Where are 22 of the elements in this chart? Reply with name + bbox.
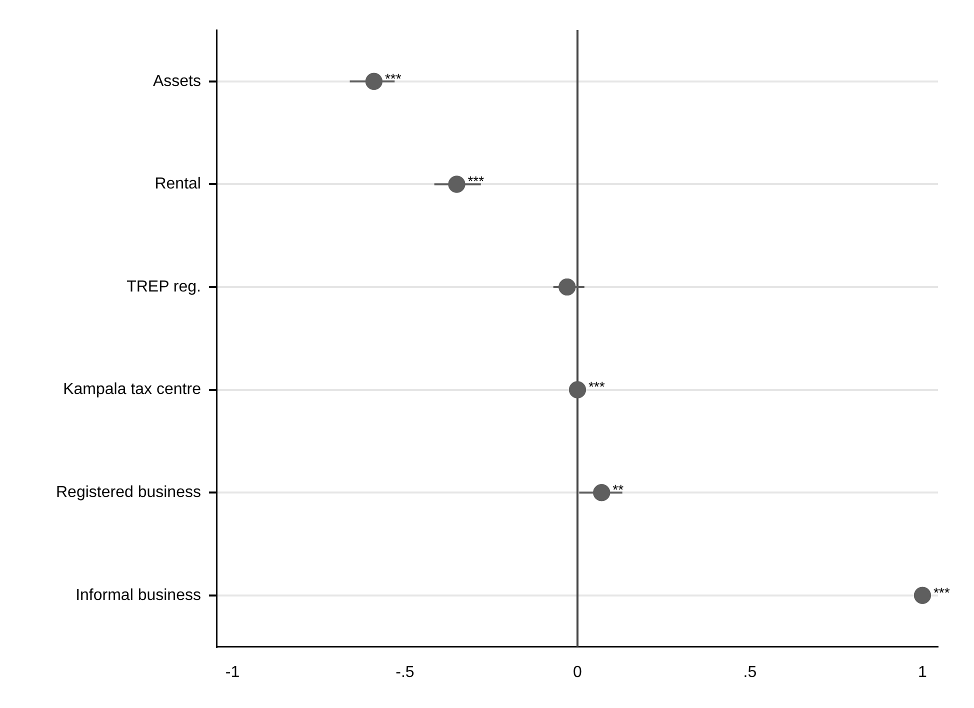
data-label: ***: [468, 173, 485, 190]
y-tick-label: Assets: [152, 72, 201, 90]
y-tick-label: Rental: [154, 176, 201, 193]
data-label: **: [612, 481, 624, 498]
x-tick-label: -1: [225, 664, 240, 681]
y-tick-label: Informal business: [76, 586, 201, 604]
data-label: ***: [588, 378, 606, 395]
x-tick-label: 1: [918, 664, 928, 681]
data-label: ***: [384, 70, 402, 86]
point: [914, 586, 931, 604]
y-tick-label: Kampala tax centre: [63, 381, 202, 398]
data-label: ***: [933, 584, 950, 600]
y-tick-label: Registered business: [56, 484, 201, 502]
point: [558, 278, 576, 296]
point: [593, 484, 610, 502]
x-tick-label: 0: [573, 664, 582, 681]
point: [365, 72, 382, 90]
y-tick-label: TREP reg.: [126, 278, 201, 296]
x-tick-label: .5: [743, 664, 757, 681]
point: [448, 176, 466, 193]
point: [568, 381, 586, 398]
x-tick-label: -.5: [396, 664, 414, 681]
